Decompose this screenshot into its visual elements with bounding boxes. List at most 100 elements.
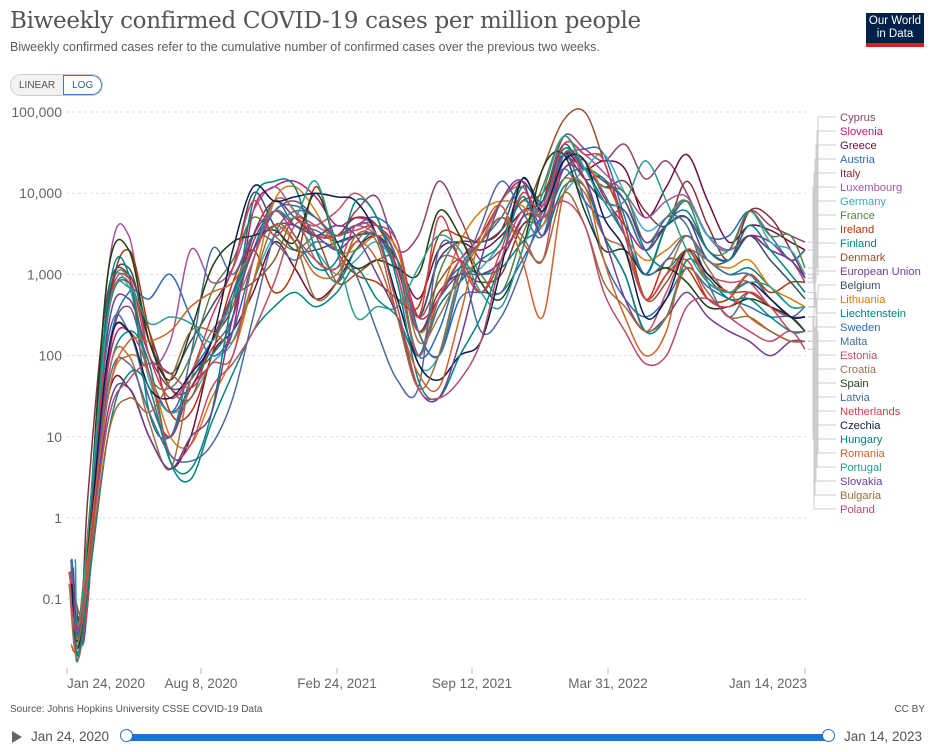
legend-connector [808,316,836,398]
legend-connector [808,116,836,243]
logo-line-1: Our World [868,15,922,27]
y-tick-label: 10,000 [19,185,62,201]
series-line-slovakia[interactable] [72,164,806,632]
legend-connector [808,130,836,251]
series-line-malta[interactable] [70,168,806,630]
legend-connector [808,291,836,314]
x-tick-label: Jan 14, 2023 [729,676,807,691]
legend-connector [808,340,836,496]
owid-logo[interactable]: Our World in Data [866,13,924,47]
legend-item-poland[interactable]: Poland [840,504,875,516]
legend-connector [808,330,836,440]
legend-item-finland[interactable]: Finland [840,238,877,250]
x-tick-label: Aug 8, 2020 [165,676,238,691]
timeline-start-handle[interactable] [120,729,133,742]
legend-item-czechia[interactable]: Czechia [840,420,881,432]
legend-item-lithuania[interactable]: Lithuania [840,294,886,306]
legend-item-bulgaria[interactable]: Bulgaria [840,490,882,502]
legend-item-denmark[interactable]: Denmark [840,252,886,264]
legend-item-belgium[interactable]: Belgium [840,280,880,292]
x-tick-label: Feb 24, 2021 [297,676,377,691]
timeline-end-label: Jan 14, 2023 [844,729,923,744]
series-line-czechia[interactable] [70,153,806,649]
timeline-end-handle[interactable] [822,729,835,742]
legend-item-portugal[interactable]: Portugal [840,462,882,474]
legend-connector [808,284,836,300]
legend-connector [808,326,836,332]
legend-item-croatia[interactable]: Croatia [840,364,877,376]
chart-title: Biweekly confirmed COVID-19 cases per mi… [10,8,641,34]
legend-item-latvia[interactable]: Latvia [840,392,871,404]
legend-item-france[interactable]: France [840,210,875,222]
series-line-bulgaria[interactable] [70,191,806,653]
legend-connector [808,330,836,384]
x-tick-label: Jan 24, 2020 [67,676,145,691]
legend-item-netherlands[interactable]: Netherlands [840,406,901,418]
legend-item-greece[interactable]: Greece [840,140,877,152]
series-line-spain[interactable] [72,150,806,624]
legend-item-european-union[interactable]: European Union [840,266,921,278]
series-line-hungary[interactable] [73,179,806,654]
series-line-netherlands[interactable] [70,140,806,629]
legend-item-spain[interactable]: Spain [840,378,869,390]
source-note: Source: Johns Hopkins University CSSE CO… [10,704,263,715]
legend-item-estonia[interactable]: Estonia [840,350,878,362]
legend-connector [808,298,836,308]
y-tick-label: 10 [46,429,62,445]
y-tick-label: 1,000 [27,266,62,282]
legend-connector [808,270,836,279]
y-tick-label: 100 [39,348,63,364]
legend-connector [808,172,836,279]
play-icon[interactable] [12,731,22,743]
timeline-track[interactable] [126,734,829,741]
series-line-latvia[interactable] [70,150,806,637]
series-lines [68,108,806,663]
x-axis-ticks: Jan 24, 2020 Aug 8, 2020 Feb 24, 2021 Sep 1… [66,668,807,691]
y-tick-label: 1 [54,510,62,526]
legend-connector [808,306,836,468]
legend-connector [808,200,836,275]
legend-item-romania[interactable]: Romania [840,448,886,460]
legend-connector [808,330,836,370]
legend-item-sweden[interactable]: Sweden [840,322,880,334]
logo-red-bar [866,43,924,47]
x-tick-label: Mar 31, 2022 [568,676,648,691]
legend-connector [808,316,836,426]
legend-item-slovenia[interactable]: Slovenia [840,126,884,138]
legend-item-cyprus[interactable]: Cyprus [840,112,876,124]
series-line-croatia[interactable] [68,177,806,661]
legend-item-italy[interactable]: Italy [840,168,861,180]
legend-item-austria[interactable]: Austria [840,154,876,166]
legend-connector [808,158,836,251]
linear-scale-button[interactable]: LINEAR [11,75,64,95]
logo-line-2: in Data [876,28,914,40]
line-chart: 0.1 1 10 100 1,000 10,000 100,000 Jan 24, 2020… [11,104,921,691]
legend-item-germany[interactable]: Germany [840,196,886,208]
legend-item-slovakia[interactable]: Slovakia [840,476,883,488]
legend-item-ireland[interactable]: Ireland [840,224,874,236]
timeline-start-label: Jan 24, 2020 [31,729,110,744]
legend-connector [808,214,836,269]
legend-connector [808,330,836,412]
log-scale-button[interactable]: LOG [63,75,103,95]
legend-connector [808,306,836,342]
y-tick-label: 100,000 [11,104,62,120]
series-line-portugal[interactable] [74,135,806,627]
legend-item-liechtenstein[interactable]: Liechtenstein [840,308,906,320]
legend-item-malta[interactable]: Malta [840,336,868,348]
license-link[interactable]: CC BY [894,704,925,715]
chart-subtitle: Biweekly confirmed cases refer to the cu… [10,40,600,54]
series-line-romania[interactable] [73,176,806,628]
y-tick-label: 0.1 [43,591,63,607]
timeline-slider[interactable]: Jan 24, 2020 Jan 14, 2023 [0,724,938,752]
series-line-poland[interactable] [70,200,806,633]
legend-connector [808,144,836,251]
x-tick-label: Sep 12, 2021 [432,676,512,691]
scale-toggle[interactable]: LINEAR LOG [10,74,104,96]
y-axis-ticks: 0.1 1 10 100 1,000 10,000 100,000 [11,104,62,607]
legend-connector [808,228,836,283]
legend: Cyprus Slovenia Greece Austria Italy Luxembou… [808,112,921,516]
legend-connector [808,256,836,318]
legend-item-hungary[interactable]: Hungary [840,434,883,446]
legend-item-luxembourg[interactable]: Luxembourg [840,182,902,194]
